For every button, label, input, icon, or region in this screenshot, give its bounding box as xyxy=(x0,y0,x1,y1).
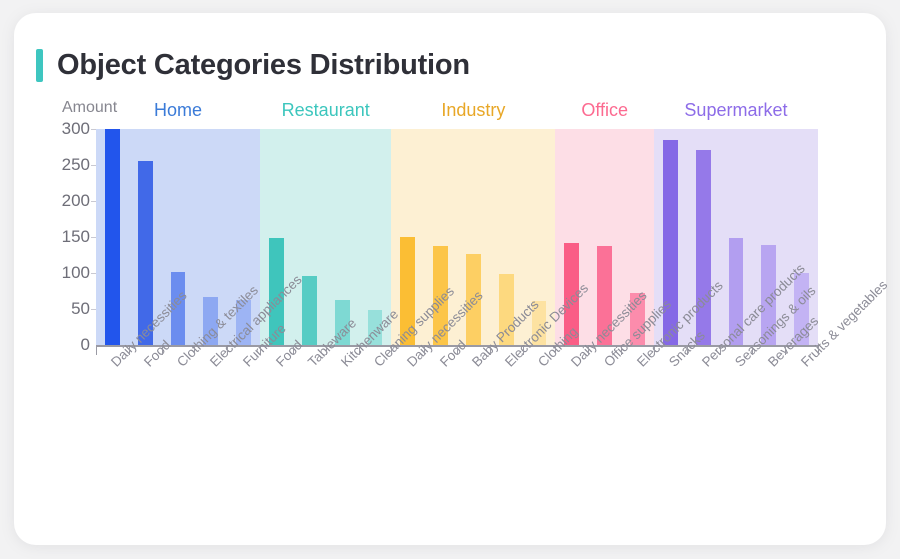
bar[interactable] xyxy=(105,129,120,345)
bar[interactable] xyxy=(597,245,613,345)
y-axis-tick-label: 300 xyxy=(61,119,90,138)
x-axis-line xyxy=(96,345,819,347)
group-label-home: Home xyxy=(154,100,203,120)
y-axis-tick-label: 150 xyxy=(61,227,90,246)
bar[interactable] xyxy=(301,275,317,345)
group-label-restaurant: Restaurant xyxy=(281,100,370,120)
bar[interactable] xyxy=(236,300,252,345)
group-label-office: Office xyxy=(581,100,629,120)
x-axis-tick-mark xyxy=(653,347,655,355)
bar[interactable] xyxy=(531,301,547,345)
x-axis-tick-mark xyxy=(194,347,196,355)
x-axis-tick-mark xyxy=(358,347,360,355)
x-axis-tick-mark xyxy=(555,347,557,355)
x-axis-tick-mark xyxy=(391,347,393,355)
bar[interactable] xyxy=(170,272,186,345)
x-axis-tick-mark xyxy=(686,347,688,355)
bar[interactable] xyxy=(728,238,744,345)
y-axis-tick-label: 50 xyxy=(71,299,90,318)
x-axis-tick-mark xyxy=(785,347,787,355)
y-axis-title: Amount xyxy=(62,99,118,116)
x-axis-tick-mark xyxy=(818,347,819,355)
bar[interactable] xyxy=(334,299,350,345)
x-axis-tick-mark xyxy=(161,347,163,355)
y-axis-tick-mark xyxy=(91,273,96,274)
bar-chart: Amount 0 50 100 150 200 250 300 Home Restaurant I… xyxy=(14,13,890,545)
x-axis-tick-mark xyxy=(457,347,458,355)
x-axis-tick-mark xyxy=(96,347,97,355)
bar[interactable] xyxy=(695,149,711,345)
y-axis-tick-mark xyxy=(91,309,96,310)
x-axis-tick-mark xyxy=(489,347,491,355)
y-axis-tick-label: 200 xyxy=(61,191,90,210)
x-axis-tick-mark xyxy=(621,347,623,355)
bar[interactable] xyxy=(137,160,153,345)
bar[interactable] xyxy=(630,293,645,345)
y-axis-tick-mark xyxy=(91,129,96,130)
chart-card: Object Categories Distribution Amount 0 5… xyxy=(14,13,890,545)
title-accent-bar xyxy=(36,48,43,82)
x-axis-tick-mark xyxy=(424,347,426,355)
x-axis-tick-mark xyxy=(128,347,130,355)
bar[interactable] xyxy=(498,274,514,345)
bar[interactable] xyxy=(564,242,580,345)
x-axis-tick-mark xyxy=(522,347,524,355)
bar[interactable] xyxy=(269,238,284,345)
x-axis-tick-mark xyxy=(588,347,590,355)
y-axis-tick-label: 100 xyxy=(61,263,90,282)
x-axis-tick-mark xyxy=(719,347,721,355)
bar[interactable] xyxy=(466,254,481,345)
y-axis-tick-label: 0 xyxy=(80,335,90,354)
bar[interactable] xyxy=(400,237,416,345)
x-axis-tick-mark xyxy=(325,347,327,355)
plot-area: 0 50 100 150 200 250 300 Home Restaurant Industry… xyxy=(62,100,818,354)
x-axis-tick-mark xyxy=(227,347,229,355)
chart-header: Object Categories Distribution xyxy=(36,45,470,85)
bar[interactable] xyxy=(203,296,219,345)
x-axis-tick-mark xyxy=(260,347,262,355)
y-axis-tick-mark xyxy=(91,201,96,202)
x-axis-tick-mark xyxy=(752,347,754,355)
page-title: Object Categories Distribution xyxy=(57,48,470,81)
x-axis-tick-mark xyxy=(292,347,294,355)
y-axis-tick-label: 250 xyxy=(61,155,90,174)
y-axis-tick-mark xyxy=(91,165,96,166)
group-label-industry: Industry xyxy=(441,100,506,120)
bar[interactable] xyxy=(662,139,678,345)
bar[interactable] xyxy=(367,309,383,345)
bar[interactable] xyxy=(761,244,777,345)
bar[interactable] xyxy=(433,245,448,345)
y-axis-tick-mark xyxy=(91,237,96,238)
bar[interactable] xyxy=(794,273,809,345)
group-label-supermarket: Supermarket xyxy=(684,100,788,120)
